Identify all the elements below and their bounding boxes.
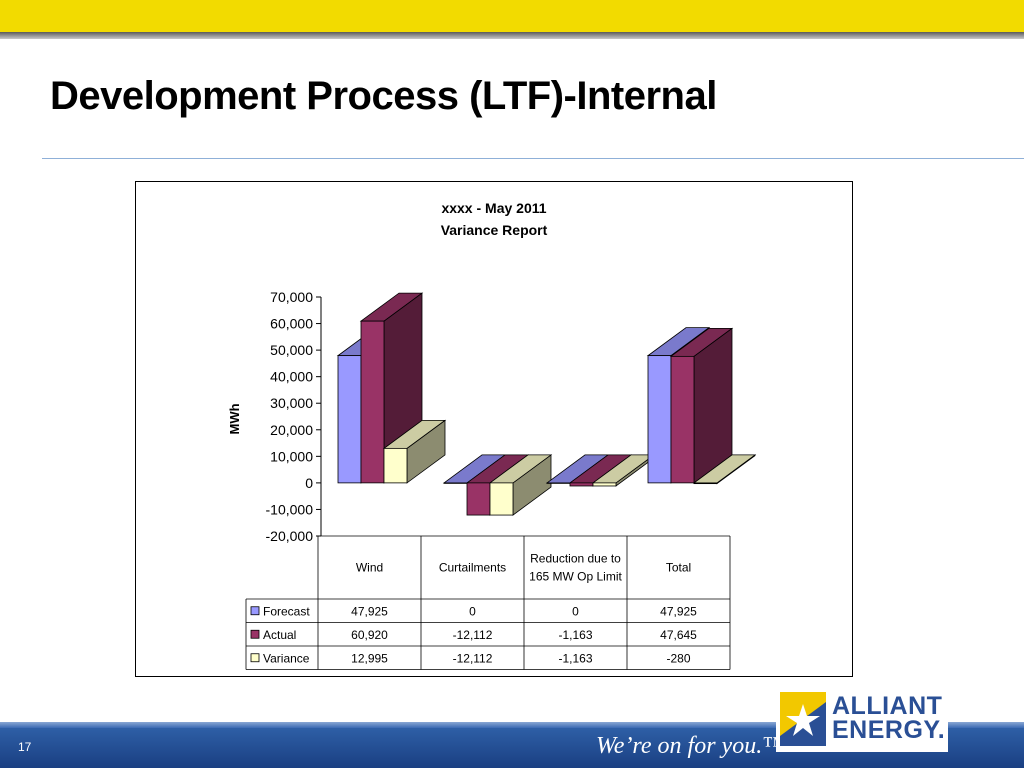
table-header-line: Wind [356, 561, 383, 575]
bar-front [337, 355, 362, 484]
top-accent-bar [0, 0, 1024, 32]
bar-variance-1 [488, 454, 553, 516]
title-divider [42, 158, 1024, 159]
legend-label-actual: Actual [263, 628, 296, 642]
bar-front [383, 447, 408, 484]
y-tick-label: 30,000 [270, 395, 313, 411]
table-header-line: 165 MW Op Limit [529, 570, 622, 584]
table-cell: -280 [666, 651, 690, 665]
top-bar-shadow [0, 32, 1024, 39]
bar-front [360, 320, 385, 484]
y-tick-label: 60,000 [270, 316, 313, 332]
y-tick-label: -20,000 [266, 528, 314, 544]
bar-front [546, 482, 571, 484]
legend-label-variance: Variance [263, 651, 310, 665]
page-number: 17 [18, 740, 32, 754]
table-header-line: Total [666, 561, 691, 575]
table-cell: 60,920 [351, 628, 388, 642]
table-cell: 12,995 [351, 651, 388, 665]
y-tick-label: 20,000 [270, 422, 313, 438]
footer: 17 We’re on for you.™ ALLIANT ENERGY. [0, 688, 1024, 768]
bar-variance-2 [591, 454, 656, 487]
y-axis-label: MWh [227, 403, 242, 434]
y-tick-label: -10,000 [266, 501, 314, 517]
legend-label-forecast: Forecast [263, 604, 310, 618]
bar-front [489, 482, 514, 516]
legend-key-variance [250, 653, 260, 663]
data-table: Wind Curtailments Reduction due to 165 MW O… [245, 535, 731, 670]
bar-actual-3 [669, 327, 734, 484]
bar-variance-0 [382, 419, 447, 484]
table-cell: 47,645 [660, 628, 697, 642]
y-tick-label: 0 [305, 475, 313, 491]
table-cell: 47,925 [660, 604, 697, 618]
bar-front [466, 482, 491, 516]
y-tick-label: 70,000 [270, 289, 313, 305]
logo-line-1: ALLIANT [832, 692, 943, 720]
bar-front [670, 355, 695, 484]
chart-frame: xxxx - May 2011 Variance Report MWh 70,0… [135, 181, 853, 677]
slide-title: Development Process (LTF)-Internal [50, 74, 717, 118]
bars-group [336, 292, 757, 516]
footer-stripe [0, 722, 1024, 728]
bar-front [569, 482, 594, 487]
table-header-line: Reduction due to [530, 552, 621, 566]
table-cell: -1,163 [558, 628, 592, 642]
y-tick-label: 50,000 [270, 342, 313, 358]
chart-subtitle: Variance Report [441, 222, 548, 238]
bar-front [443, 482, 468, 484]
alliant-energy-logo: ALLIANT ENERGY. [776, 688, 948, 752]
table-cell: 47,925 [351, 604, 388, 618]
y-axis: 70,000 60,000 50,000 40,000 30,000 20,000 10,0… [266, 289, 322, 544]
table-cell: 0 [469, 604, 476, 618]
star-logo-icon [780, 692, 826, 746]
table-cell: 0 [572, 604, 579, 618]
table-cell: -1,163 [558, 651, 592, 665]
bar-variance-3 [692, 454, 757, 485]
table-header-line: Curtailments [439, 561, 506, 575]
table-cell: -12,112 [453, 651, 493, 665]
legend-key-actual [250, 629, 260, 639]
bar-front [592, 482, 617, 487]
variance-chart: xxxx - May 2011 Variance Report MWh 70,0… [227, 200, 757, 670]
y-tick-label: 40,000 [270, 369, 313, 385]
table-header-3: Total [666, 561, 691, 575]
table-header-1: Curtailments [439, 561, 506, 575]
logo-text: ALLIANT ENERGY. [832, 692, 946, 744]
bar-front [693, 482, 718, 485]
legend-key-forecast [250, 606, 260, 616]
bar-front [647, 355, 672, 484]
logo-line-2: ENERGY. [832, 716, 946, 744]
table-cell: -12,112 [453, 628, 493, 642]
tagline: We’re on for you.™ [596, 733, 786, 759]
table-header-2: Reduction due to 165 MW Op Limit [529, 552, 622, 584]
y-tick-label: 10,000 [270, 448, 313, 464]
table-header-0: Wind [356, 561, 383, 575]
chart-title: xxxx - May 2011 [441, 200, 546, 216]
